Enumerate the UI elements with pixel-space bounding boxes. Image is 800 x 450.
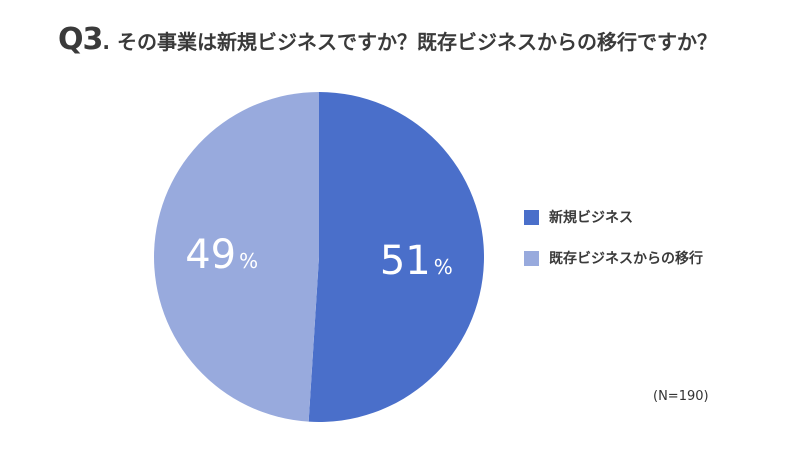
legend-item-migration: 既存ビジネスからの移行 (524, 247, 703, 269)
legend-swatch-migration (524, 250, 539, 266)
pie-slice-migration (154, 92, 319, 422)
legend-swatch-new-business (524, 209, 539, 225)
chart-title: Q3. その事業は新規ビジネスですか？既存ビジネスからの移行ですか？ (58, 22, 717, 57)
pie-slice-new-business (308, 92, 485, 423)
question-text: . その事業は新規ビジネスですか？既存ビジネスからの移行ですか？ (102, 30, 717, 54)
pie-label-new-business: 51% (380, 238, 453, 284)
legend-label-migration: 既存ビジネスからの移行 (549, 251, 703, 267)
legend-label-new-business: 新規ビジネス (549, 210, 633, 226)
legend: 新規ビジネス 既存ビジネスからの移行 (524, 206, 703, 288)
legend-item-new-business: 新規ビジネス (524, 206, 703, 228)
question-number: Q3 (58, 22, 103, 57)
sample-size-note: (N=190) (653, 389, 709, 404)
pie-label-migration: 49% (185, 232, 258, 278)
